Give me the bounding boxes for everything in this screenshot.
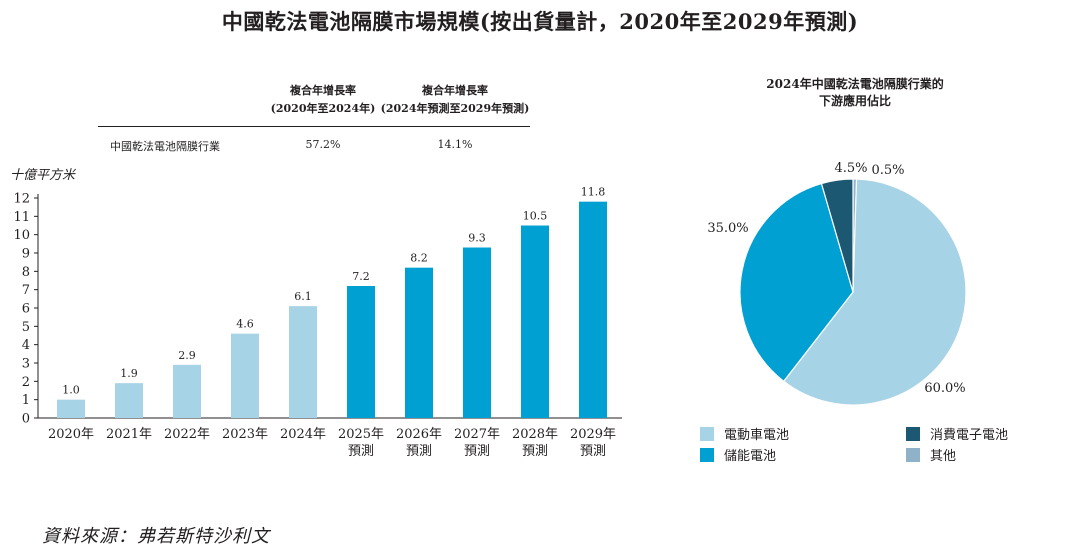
pie-slice-label: 0.5% bbox=[871, 163, 904, 178]
y-tick-label: 4 bbox=[22, 338, 30, 353]
source-note: 資料來源：弗若斯特沙利文 bbox=[42, 526, 270, 547]
legend-swatch bbox=[906, 426, 920, 441]
bar bbox=[57, 399, 85, 418]
cagr-value-2024-2029: 14.1% bbox=[437, 138, 473, 151]
x-tick-label: 2023年 bbox=[222, 427, 268, 442]
bar bbox=[347, 286, 375, 418]
x-tick-label: 2027年 bbox=[454, 427, 500, 442]
pie-title: 2024年中國乾法電池隔膜行業的 下游應用佔比 bbox=[700, 76, 1010, 110]
pie-title-line1: 2024年中國乾法電池隔膜行業的 bbox=[766, 77, 944, 91]
legend-item-consumer-battery: 消費電子電池 bbox=[906, 424, 1008, 443]
cagr-header-2020-2024: 複合年增長率 (2020年至2024年) bbox=[248, 82, 398, 126]
cagr-divider bbox=[98, 126, 530, 127]
bar bbox=[289, 306, 317, 418]
cagr-header-line2: (2020年至2024年) bbox=[270, 102, 376, 115]
legend-item-other: 其他 bbox=[906, 445, 956, 464]
x-tick-label: 2020年 bbox=[48, 427, 94, 442]
y-tick-label: 2 bbox=[22, 375, 30, 390]
bar bbox=[405, 267, 433, 418]
cagr-header-line1: 複合年增長率 bbox=[422, 84, 488, 97]
pie-slice bbox=[820, 178, 854, 293]
legend-item-ev-battery: 電動車電池 bbox=[700, 424, 789, 443]
bar-value-label: 1.0 bbox=[62, 384, 80, 397]
legend-item-storage-battery: 儲能電池 bbox=[700, 445, 776, 464]
bar-value-label: 10.5 bbox=[523, 210, 548, 223]
pie-slice-label: 35.0% bbox=[707, 221, 748, 236]
pie-slice-label: 4.5% bbox=[834, 161, 867, 176]
y-axis-label: 十億平方米 bbox=[10, 168, 76, 183]
legend-swatch bbox=[906, 447, 920, 462]
legend-label: 消費電子電池 bbox=[930, 428, 1009, 443]
x-tick-label: 2024年 bbox=[280, 427, 326, 442]
y-tick-label: 7 bbox=[22, 283, 30, 298]
pie-slice bbox=[739, 182, 854, 383]
y-tick-label: 5 bbox=[22, 320, 30, 335]
bar bbox=[231, 333, 259, 418]
x-tick-label: 2022年 bbox=[164, 427, 210, 442]
legend-swatch bbox=[700, 447, 714, 462]
bar-value-label: 11.8 bbox=[581, 186, 606, 199]
y-tick-label: 11 bbox=[13, 210, 30, 225]
pie-slice-label: 60.0% bbox=[924, 381, 965, 396]
cagr-header-2024-2029: 複合年增長率 (2024年預測至2029年預測) bbox=[380, 82, 530, 126]
bar bbox=[115, 383, 143, 418]
y-tick-label: 0 bbox=[22, 412, 30, 427]
pie-title-line2: 下游應用佔比 bbox=[818, 94, 891, 108]
y-tick-label: 10 bbox=[13, 228, 30, 243]
x-tick-label: 預測 bbox=[580, 444, 606, 459]
bar-value-label: 9.3 bbox=[468, 232, 486, 245]
legend-label: 其他 bbox=[930, 449, 957, 464]
x-tick-label: 預測 bbox=[406, 444, 432, 459]
x-tick-label: 2026年 bbox=[396, 427, 442, 442]
x-tick-label: 預測 bbox=[464, 444, 490, 459]
y-tick-label: 8 bbox=[22, 265, 30, 280]
x-tick-label: 預測 bbox=[348, 444, 374, 459]
bar-value-label: 1.9 bbox=[120, 367, 138, 380]
x-tick-label: 預測 bbox=[522, 444, 548, 459]
bar-value-label: 7.2 bbox=[352, 270, 370, 283]
legend-label: 電動車電池 bbox=[724, 428, 790, 443]
bar bbox=[521, 225, 549, 418]
x-tick-label: 2021年 bbox=[106, 427, 152, 442]
y-tick-label: 6 bbox=[22, 302, 30, 317]
y-tick-label: 12 bbox=[13, 192, 30, 207]
x-tick-label: 2028年 bbox=[512, 427, 558, 442]
bar-value-label: 6.1 bbox=[294, 290, 312, 303]
cagr-header-line1: 複合年增長率 bbox=[290, 84, 356, 97]
cagr-header-line2: (2024年預測至2029年預測) bbox=[380, 102, 530, 115]
bar-value-label: 4.6 bbox=[236, 318, 254, 331]
y-tick-label: 1 bbox=[22, 393, 30, 408]
x-tick-label: 2029年 bbox=[570, 427, 616, 442]
y-tick-label: 9 bbox=[22, 247, 30, 262]
legend-swatch bbox=[700, 426, 714, 441]
legend-label: 儲能電池 bbox=[724, 449, 777, 464]
y-tick-label: 3 bbox=[22, 357, 30, 372]
bar bbox=[463, 247, 491, 418]
bar-value-label: 2.9 bbox=[178, 349, 196, 362]
bar-value-label: 8.2 bbox=[410, 252, 428, 265]
x-tick-label: 2025年 bbox=[338, 427, 384, 442]
pie-slice bbox=[782, 178, 967, 406]
cagr-row-label: 中國乾法電池隔膜行業 bbox=[110, 140, 220, 153]
bar bbox=[173, 364, 201, 418]
cagr-value-2020-2024: 57.2% bbox=[305, 138, 341, 151]
bar bbox=[579, 201, 607, 418]
chart-title: 中國乾法電池隔膜市場規模(按出貨量計，2020年至2029年預測) bbox=[221, 9, 859, 34]
